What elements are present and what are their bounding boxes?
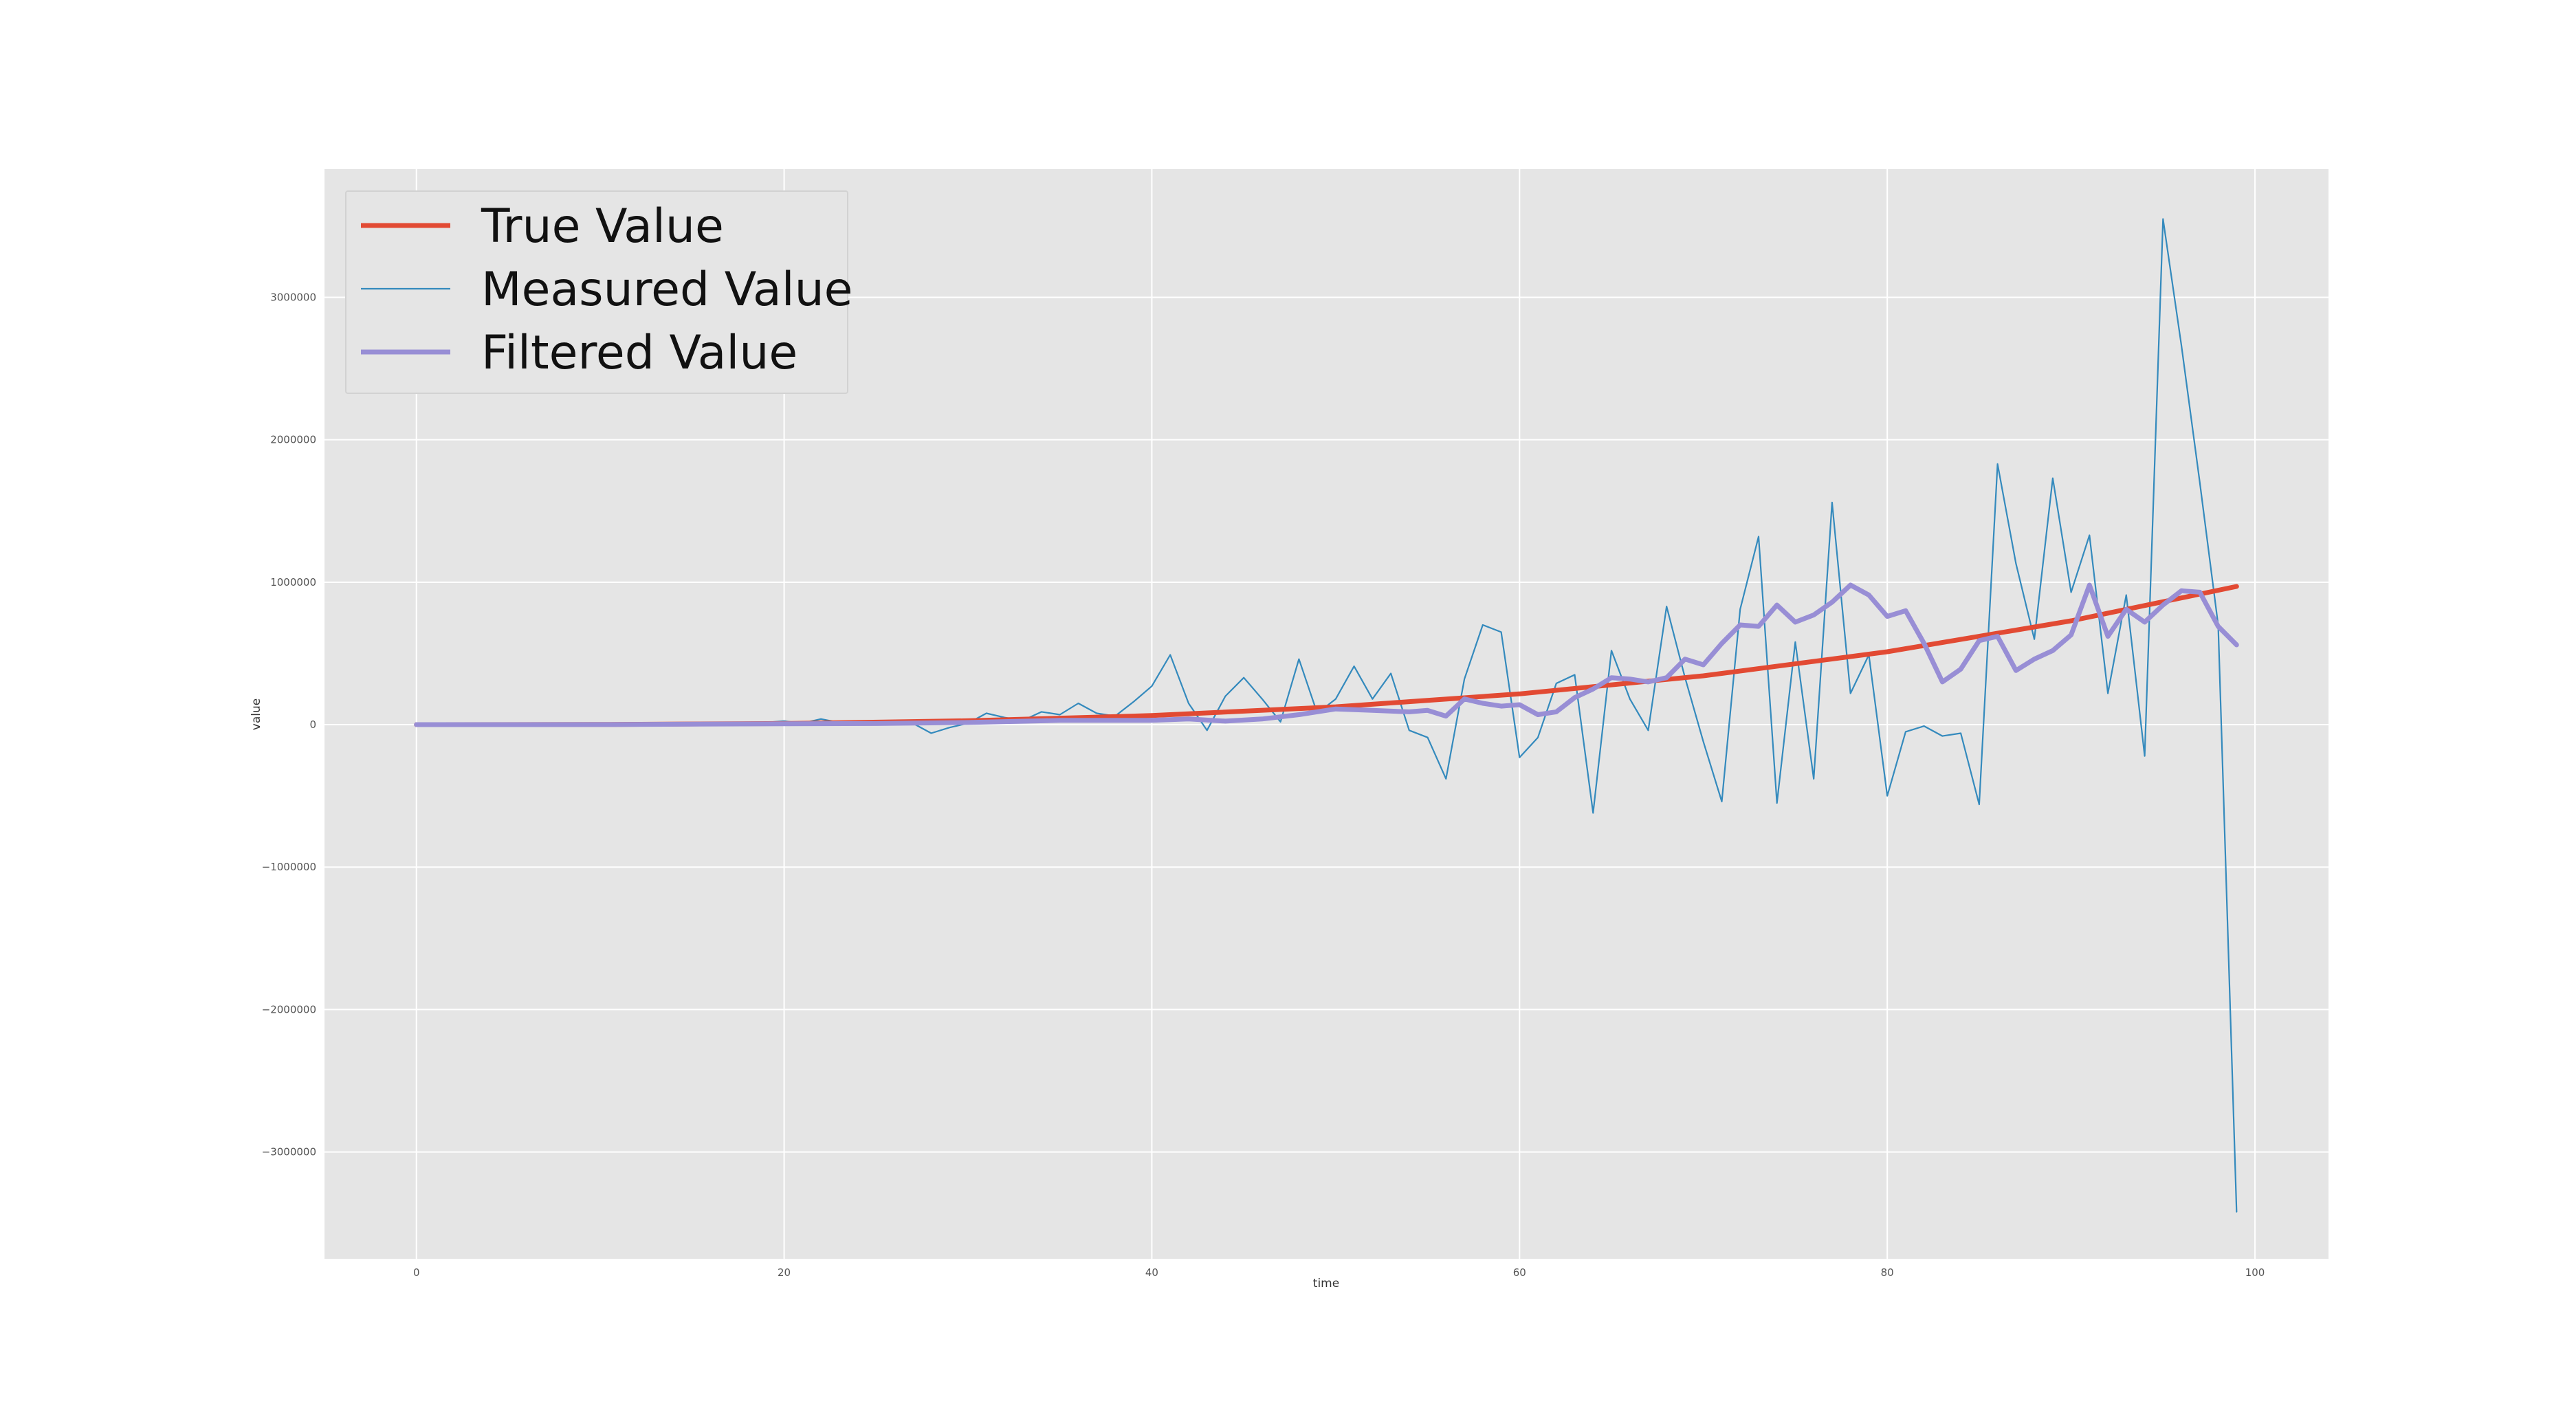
y-axis-ticks: −3000000 −2000000 −1000000 0 1000000 2000000 3… bbox=[262, 291, 316, 1158]
y-tick-label: −1000000 bbox=[262, 861, 316, 873]
y-tick-label: 1000000 bbox=[270, 576, 316, 588]
y-tick-label: 0 bbox=[309, 718, 316, 731]
y-tick-label: −2000000 bbox=[262, 1003, 316, 1015]
x-tick-label: 20 bbox=[778, 1266, 791, 1279]
legend-label: True Value bbox=[481, 199, 724, 254]
x-tick-label: 40 bbox=[1145, 1266, 1158, 1279]
x-tick-label: 80 bbox=[1881, 1266, 1894, 1279]
x-axis-ticks: 0 20 40 60 80 100 bbox=[413, 1266, 2265, 1279]
legend-label: Filtered Value bbox=[481, 326, 797, 380]
legend-label: Measured Value bbox=[481, 263, 853, 317]
y-tick-label: −3000000 bbox=[262, 1146, 316, 1158]
x-tick-label: 0 bbox=[413, 1266, 420, 1279]
legend-box bbox=[345, 190, 848, 394]
y-tick-label: 3000000 bbox=[270, 291, 316, 303]
legend: True Value Measured Value Filtered Value bbox=[345, 190, 853, 394]
x-axis-label: time bbox=[1313, 1277, 1339, 1290]
y-axis-label: value bbox=[250, 698, 263, 730]
series-line-measured-value bbox=[415, 218, 2238, 1213]
y-tick-label: 2000000 bbox=[270, 434, 316, 446]
x-tick-label: 60 bbox=[1513, 1266, 1526, 1279]
x-tick-label: 100 bbox=[2245, 1266, 2265, 1279]
series-line-filtered-value bbox=[414, 582, 2239, 727]
series-lines bbox=[414, 218, 2239, 1213]
